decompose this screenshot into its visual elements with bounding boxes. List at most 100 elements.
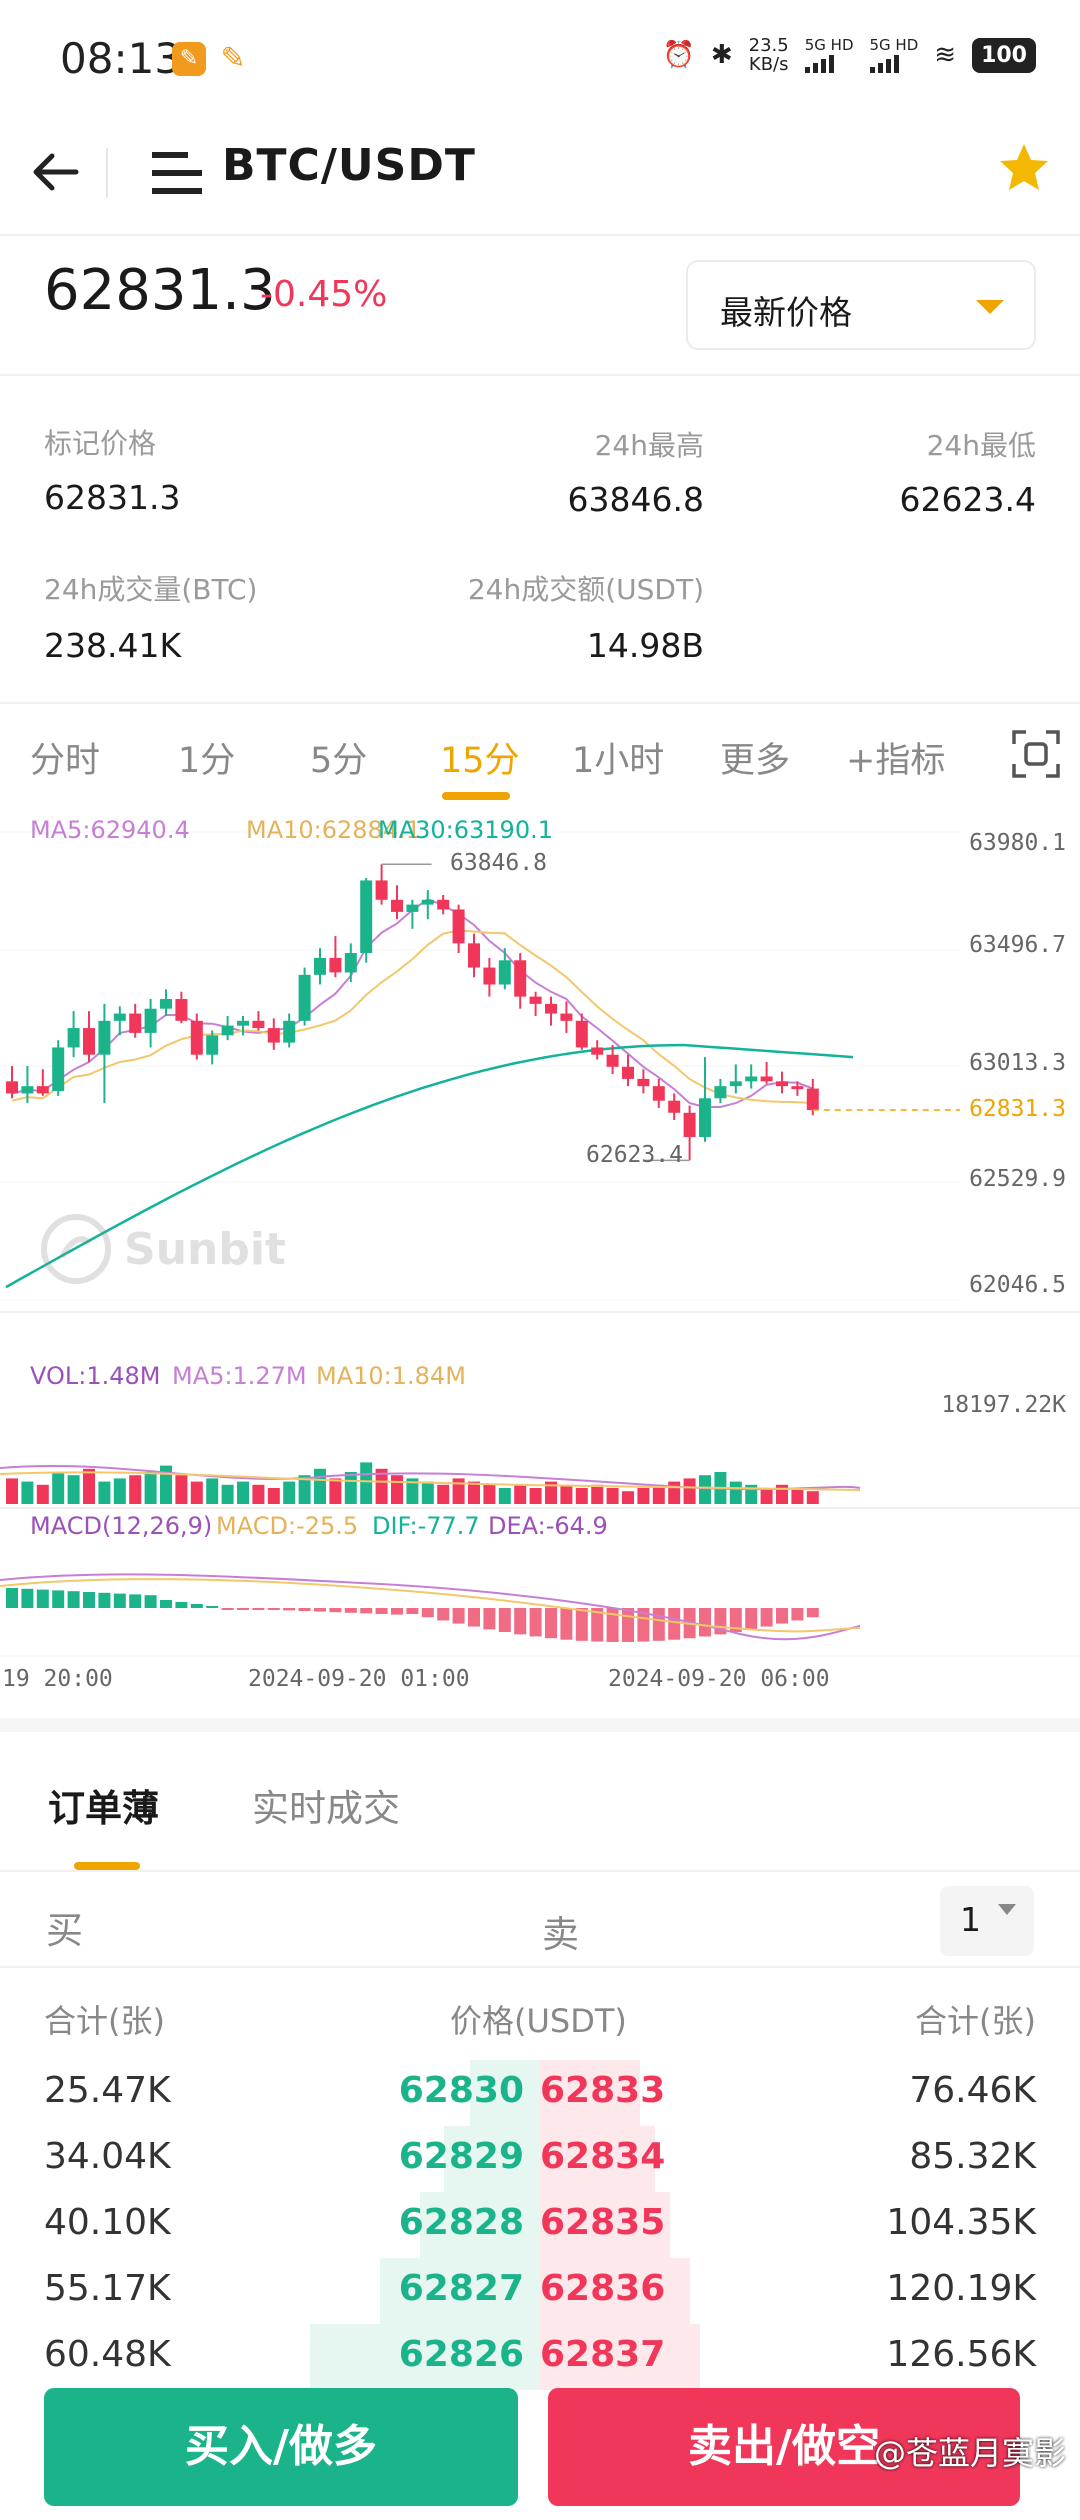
ask-price[interactable]: 62837 <box>540 2334 666 2375</box>
weibo-watermark: @苍蓝月寞影 <box>873 2434 1066 2472</box>
tab-fenshi[interactable]: 分时 <box>30 741 101 781</box>
macd-bar <box>437 1608 450 1621</box>
volume-bar <box>83 1468 95 1504</box>
bid-total: 55.17K <box>44 2268 171 2309</box>
ma10-line <box>11 929 813 1105</box>
price-separator <box>0 374 1080 376</box>
low-value: 62623.4 <box>899 480 1036 519</box>
buy-long-button[interactable]: 买入/做多 <box>44 2388 518 2506</box>
chart-canvas <box>0 831 1080 1657</box>
volume-bar <box>637 1488 650 1504</box>
ask-total: 120.19K <box>886 2268 1036 2309</box>
favorite-star-icon[interactable] <box>994 138 1054 198</box>
sell-side-label: 卖 <box>542 1913 579 1956</box>
tab-orderbook[interactable]: 订单薄 <box>48 1787 159 1830</box>
precision-dropdown[interactable]: 1 <box>940 1886 1034 1956</box>
candle-body <box>683 1112 696 1137</box>
ask-depth-bar <box>540 2060 640 2126</box>
volume-bar <box>406 1478 419 1504</box>
macd-bar <box>575 1608 588 1641</box>
ask-price[interactable]: 62835 <box>540 2202 666 2243</box>
volume-bar <box>421 1481 434 1504</box>
fullscreen-icon[interactable] <box>1010 728 1062 780</box>
x-tick-0: 19 20:00 <box>2 1666 113 1692</box>
y-tick-1: 63496.7 <box>969 932 1066 958</box>
ask-depth-bar <box>540 2126 655 2192</box>
ask-price[interactable]: 62836 <box>540 2268 666 2309</box>
pair-title[interactable]: BTC/USDT <box>222 140 476 191</box>
bid-price[interactable]: 62829 <box>398 2136 524 2177</box>
macd-bar <box>806 1608 819 1618</box>
bid-price[interactable]: 62827 <box>398 2268 524 2309</box>
volume-bar <box>375 1468 388 1504</box>
header-separator <box>0 234 1080 236</box>
high-value: 63846.8 <box>567 480 704 519</box>
candle-body <box>591 1047 604 1055</box>
tab-more[interactable]: 更多 <box>720 741 791 781</box>
macd-bar <box>560 1608 573 1640</box>
high-label: 24h最高 <box>594 429 704 462</box>
bid-total: 34.04K <box>44 2136 171 2177</box>
volume-bar <box>21 1481 34 1504</box>
tab-1h[interactable]: 1小时 <box>572 741 665 781</box>
orderbook-row[interactable]: 40.10K 62828 62835 104.35K <box>0 2192 1080 2258</box>
candle-body <box>575 1020 588 1048</box>
volume-bar <box>237 1481 249 1504</box>
orderbook-row[interactable]: 55.17K 62827 62836 120.19K <box>0 2258 1080 2324</box>
candle-body <box>498 960 511 985</box>
bid-price[interactable]: 62828 <box>398 2202 524 2243</box>
orderbook-row[interactable]: 34.04K 62829 62834 85.32K <box>0 2126 1080 2192</box>
kline-chart[interactable]: MA5:62940.4 MA10:62884.1 MA30:63190.1 63… <box>0 808 1080 1708</box>
volume-bar <box>683 1478 696 1504</box>
current-price-tag: 62831.3 <box>969 1096 1066 1122</box>
volume-bar <box>575 1488 588 1504</box>
bluetooth-icon: ✱ <box>710 40 733 70</box>
back-arrow-icon[interactable] <box>26 142 86 202</box>
orderbook-row[interactable]: 25.47K 62830 62833 76.46K <box>0 2060 1080 2126</box>
vol-ma10-line <box>0 1471 861 1491</box>
volume-bar <box>483 1484 496 1504</box>
volume-bar <box>144 1472 157 1504</box>
candle-body <box>252 1020 265 1029</box>
low-marker: 62623.4 <box>586 1142 683 1168</box>
macd-bar <box>298 1608 311 1611</box>
sell-short-button[interactable]: 卖出/做空 <box>548 2388 1020 2506</box>
candle-body <box>560 1013 573 1021</box>
macd-bar <box>36 1589 49 1608</box>
vol-ma10-legend: MA10:1.84M <box>316 1362 466 1390</box>
bid-total: 60.48K <box>44 2334 171 2375</box>
macd-bar <box>283 1608 296 1611</box>
candle-body <box>175 999 188 1021</box>
candle-body <box>729 1081 742 1087</box>
volume-bar <box>267 1488 280 1504</box>
candle-body <box>545 1003 557 1014</box>
bid-price[interactable]: 62830 <box>398 2070 524 2111</box>
tab-5m[interactable]: 5分 <box>310 741 368 781</box>
ask-price[interactable]: 62834 <box>540 2136 666 2177</box>
macd-bar <box>622 1608 634 1642</box>
tab-15m[interactable]: 15分 <box>440 741 520 781</box>
menu-icon[interactable] <box>150 148 204 198</box>
notification-app-icon: ✎ <box>172 42 206 76</box>
macd-bar <box>421 1608 434 1618</box>
top-header: BTC/USDT <box>0 118 1080 234</box>
volume-bar <box>514 1484 527 1504</box>
ask-depth-bar <box>540 2324 700 2390</box>
macd-bar <box>637 1608 650 1642</box>
ask-price[interactable]: 62833 <box>540 2070 666 2111</box>
tab-1m[interactable]: 1分 <box>178 741 236 781</box>
volume-bar <box>360 1462 373 1504</box>
macd-bar <box>206 1606 219 1608</box>
ma5-legend: MA5:62940.4 <box>30 816 190 844</box>
tab-trades[interactable]: 实时成交 <box>252 1787 400 1830</box>
bid-total: 25.47K <box>44 2070 171 2111</box>
ma10-legend: MA10:62884.1 <box>246 816 421 844</box>
macd-bar <box>699 1608 711 1637</box>
bid-price[interactable]: 62826 <box>398 2334 524 2375</box>
tab-indicators[interactable]: +指标 <box>846 741 946 781</box>
orderbook-header-separator <box>0 1966 1080 1968</box>
timeframe-tabs: 分时 1分 5分 15分 1小时 更多 +指标 <box>0 720 1080 810</box>
price-type-dropdown[interactable]: 最新价格 <box>686 260 1036 350</box>
orderbook-row[interactable]: 60.48K 62826 62837 126.56K <box>0 2324 1080 2390</box>
candle-body <box>67 1028 80 1048</box>
